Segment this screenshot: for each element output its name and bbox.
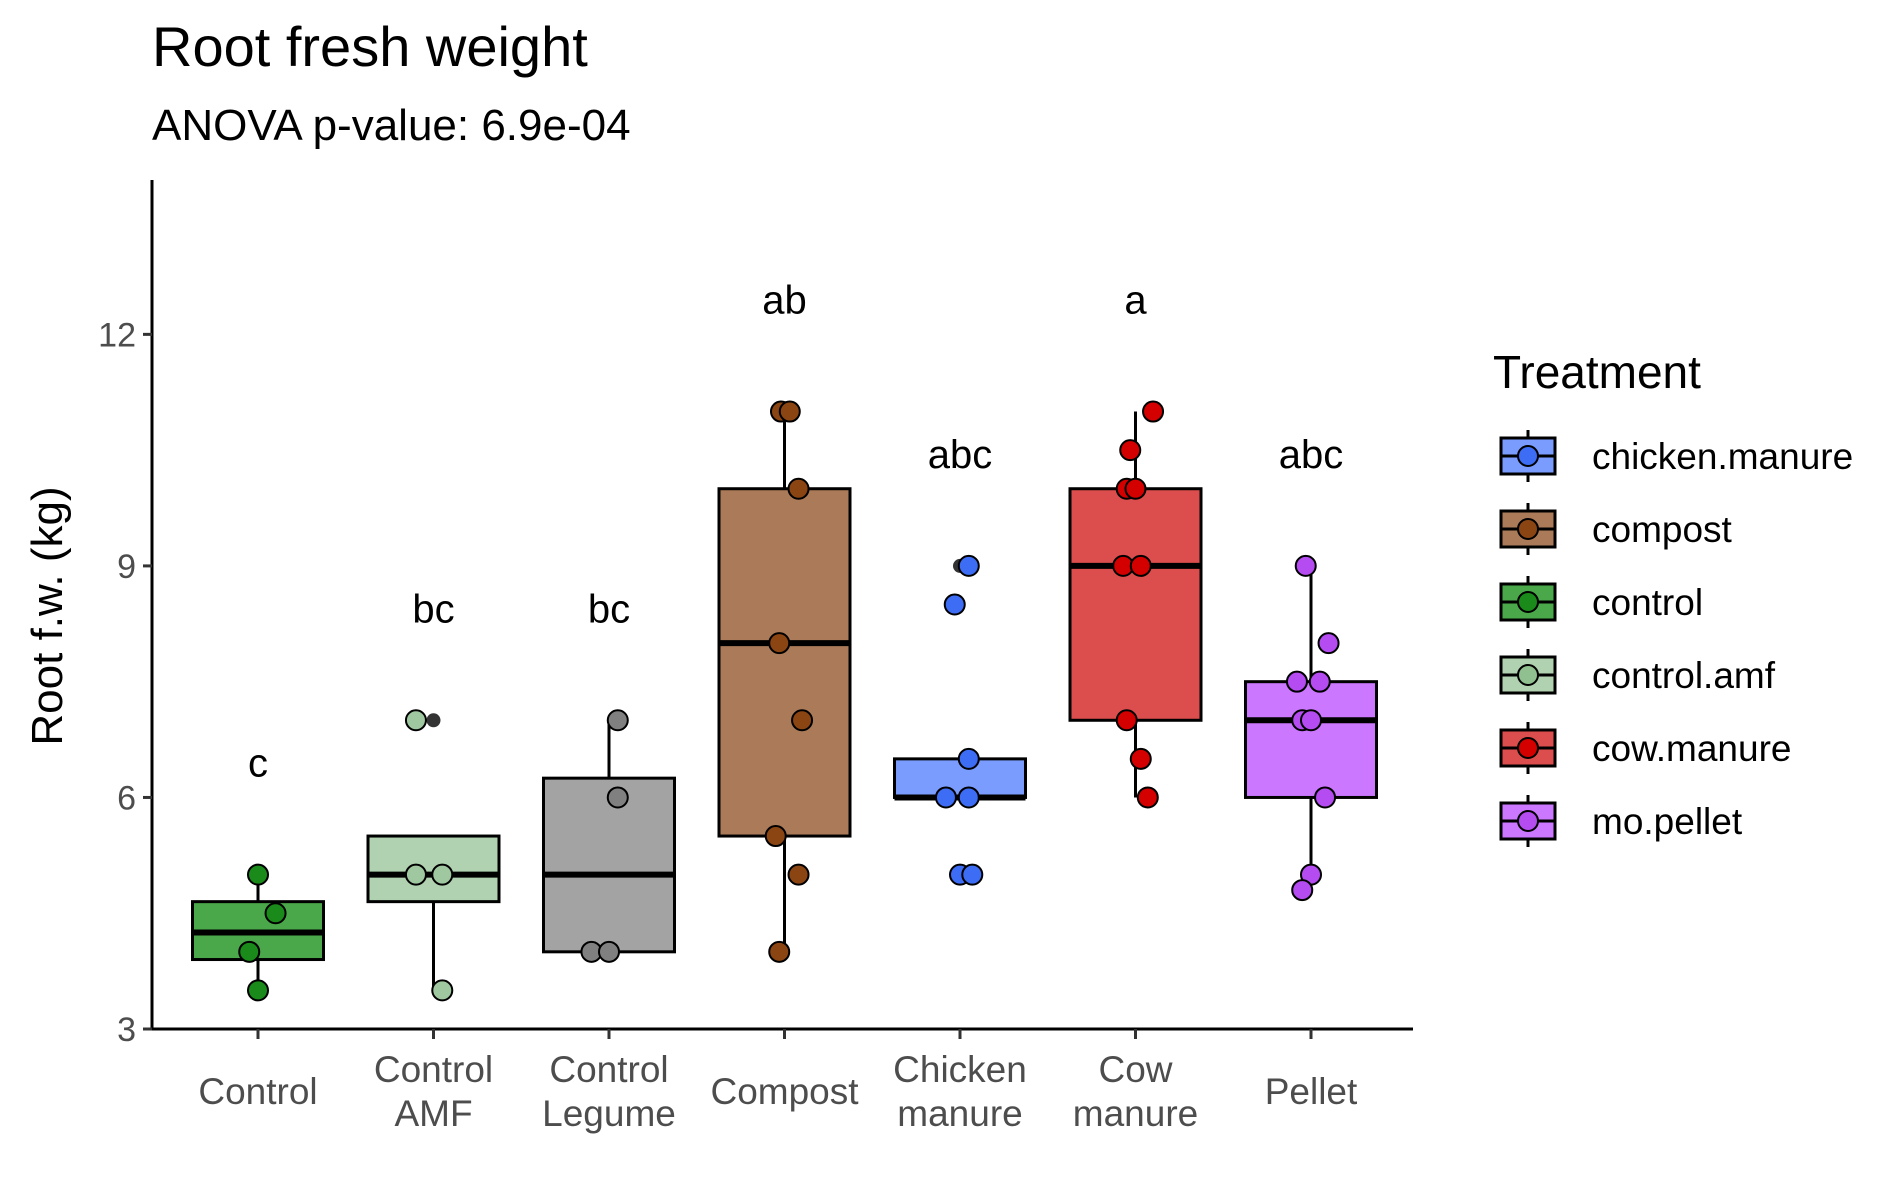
- data-point: [1285, 670, 1308, 693]
- data-point: [787, 863, 810, 886]
- x-tick-label: Pellet: [1265, 1071, 1358, 1112]
- box: [717, 487, 852, 838]
- x-tick-label: Control: [198, 1071, 317, 1112]
- box-group: bc: [366, 587, 501, 1002]
- data-point: [934, 786, 957, 809]
- data-point: [768, 940, 791, 963]
- data-point: [1291, 879, 1314, 902]
- significance-letter: abc: [928, 433, 993, 477]
- data-point: [778, 400, 801, 423]
- box-group: a: [1068, 279, 1203, 809]
- x-tick-label: Compost: [710, 1071, 859, 1112]
- boxes: c bc bc ab abc a abc: [191, 279, 1378, 1002]
- significance-letter: c: [248, 742, 268, 786]
- data-point: [606, 709, 629, 732]
- box: [1068, 487, 1203, 722]
- x-tick-label: Chicken: [893, 1049, 1027, 1090]
- box-group: ab: [717, 279, 852, 963]
- significance-letter: bc: [588, 587, 630, 631]
- legend-item: compost: [1499, 503, 1733, 555]
- data-point: [791, 709, 814, 732]
- data-point: [961, 863, 984, 886]
- data-point: [1317, 632, 1340, 655]
- axes: 36912ControlControlAMFControlLegumeCompo…: [98, 180, 1413, 1134]
- legend-label: control: [1592, 582, 1703, 623]
- box-group: bc: [542, 587, 676, 963]
- data-point: [247, 979, 269, 1002]
- data-point: [1294, 554, 1317, 577]
- legend-label: compost: [1592, 509, 1733, 550]
- legend-key-point: [1517, 810, 1539, 832]
- y-tick-label: 3: [117, 1011, 136, 1049]
- legend-item: chicken.manure: [1499, 430, 1853, 482]
- y-tick-label: 9: [117, 548, 136, 586]
- legend-key-point: [1517, 664, 1539, 686]
- data-point: [247, 863, 269, 886]
- legend-item: control: [1499, 576, 1703, 628]
- box: [542, 776, 676, 954]
- data-point: [957, 747, 980, 770]
- x-tick-label: AMF: [394, 1093, 472, 1134]
- data-point: [764, 825, 787, 848]
- data-point: [1300, 709, 1322, 732]
- y-axis-label: Root f.w. (kg): [23, 486, 72, 745]
- legend-label: mo.pellet: [1592, 801, 1743, 842]
- legend-item: mo.pellet: [1499, 795, 1743, 847]
- data-point: [1115, 709, 1138, 732]
- data-point: [1124, 477, 1147, 500]
- legend-label: control.amf: [1592, 655, 1776, 696]
- legend-item: cow.manure: [1499, 722, 1792, 774]
- legend-key-point: [1517, 591, 1539, 613]
- data-point: [1308, 670, 1331, 693]
- data-point: [768, 632, 791, 655]
- data-point: [957, 554, 980, 577]
- box-group: c: [191, 742, 325, 1002]
- data-point: [238, 940, 261, 963]
- data-point: [1119, 439, 1142, 462]
- legend-key-point: [1517, 518, 1539, 540]
- y-tick-label: 12: [98, 316, 136, 354]
- data-point: [404, 709, 427, 732]
- outlier-point: [426, 713, 441, 728]
- chart-subtitle: ANOVA p-value: 6.9e-04: [152, 101, 631, 150]
- data-point: [1136, 786, 1159, 809]
- data-point: [431, 979, 454, 1002]
- data-point: [1142, 400, 1165, 423]
- x-tick-label: manure: [897, 1093, 1022, 1134]
- data-point: [787, 477, 810, 500]
- legend-item: control.amf: [1499, 649, 1776, 701]
- data-point: [957, 786, 980, 809]
- significance-letter: bc: [412, 587, 454, 631]
- x-tick-label: Cow: [1098, 1049, 1172, 1090]
- data-point: [404, 863, 427, 886]
- legend-key-point: [1517, 737, 1539, 759]
- significance-letter: ab: [762, 279, 807, 323]
- legend: Treatment chicken.manure compost control co…: [1493, 346, 1853, 847]
- chart-title: Root fresh weight: [152, 15, 588, 78]
- box: [1244, 680, 1378, 799]
- box-group: abc: [893, 433, 1027, 886]
- legend-title: Treatment: [1493, 346, 1701, 398]
- data-point: [1314, 786, 1337, 809]
- legend-label: chicken.manure: [1592, 436, 1853, 477]
- data-point: [1129, 554, 1152, 577]
- data-point: [598, 940, 620, 963]
- x-tick-label: Control: [549, 1049, 668, 1090]
- legend-label: cow.manure: [1592, 728, 1792, 769]
- x-tick-label: Control: [374, 1049, 493, 1090]
- y-tick-label: 6: [117, 779, 136, 817]
- box-group: abc: [1244, 433, 1378, 902]
- data-point: [431, 863, 454, 886]
- legend-key-point: [1517, 445, 1539, 467]
- x-tick-label: manure: [1073, 1093, 1198, 1134]
- significance-letter: abc: [1279, 433, 1344, 477]
- data-point: [1129, 747, 1152, 770]
- x-tick-label: Legume: [542, 1093, 676, 1134]
- data-point: [264, 902, 287, 925]
- significance-letter: a: [1124, 279, 1147, 323]
- data-point: [606, 786, 629, 809]
- data-point: [943, 593, 966, 616]
